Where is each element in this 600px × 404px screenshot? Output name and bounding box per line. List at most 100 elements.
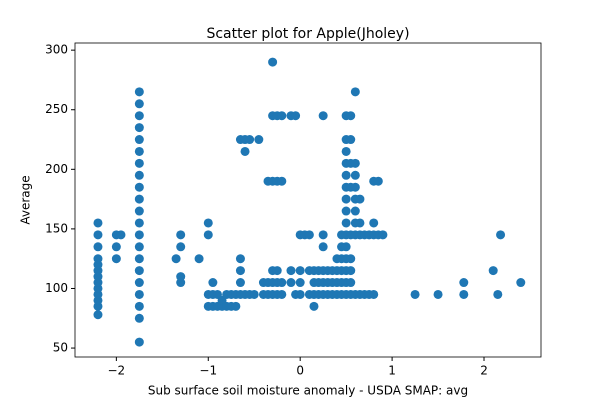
point [355,218,365,228]
point [341,218,351,228]
x-axis-label: Sub surface soil moisture anomaly - USDA… [148,384,468,398]
chart-title: Scatter plot for Apple(Jholey) [206,26,409,42]
point [134,158,144,168]
point [93,310,103,320]
point [410,289,420,299]
point [249,289,259,299]
point [378,230,388,240]
x-tick-label: 1 [388,364,396,378]
point [346,135,356,145]
point [134,266,144,276]
point [116,230,126,240]
point [304,230,314,240]
point [134,194,144,204]
point [93,242,103,252]
point [318,111,328,121]
point [350,170,360,180]
point [134,135,144,145]
point [134,230,144,240]
point [134,206,144,216]
point [194,254,204,264]
point [341,242,351,252]
point [286,278,296,288]
y-tick-label: 100 [45,281,68,295]
point [286,266,296,276]
point [373,176,383,186]
point [134,111,144,121]
point [277,278,287,288]
point [111,254,121,264]
point [134,242,144,252]
point [346,254,356,264]
point [459,289,469,299]
x-tick-label: 0 [296,364,304,378]
point [254,135,264,145]
point [496,230,506,240]
point [350,87,360,97]
point [134,254,144,264]
point [346,266,356,276]
point [176,272,186,282]
point [369,218,379,228]
point [341,194,351,204]
point [433,289,443,299]
point [295,289,305,299]
point [134,87,144,97]
y-tick-label: 150 [45,221,68,235]
point [350,206,360,216]
point [134,123,144,133]
point [176,230,186,240]
y-tick-label: 50 [53,341,68,355]
plot-frame [74,42,542,358]
point [341,170,351,180]
point [176,242,186,252]
point [203,218,213,228]
point [134,337,144,347]
point [346,111,356,121]
point [231,301,241,311]
point [291,111,301,121]
point [235,266,245,276]
point [493,289,503,299]
point [134,182,144,192]
y-tick-label: 200 [45,162,68,176]
x-tick-label: −2 [108,364,126,378]
point [277,111,287,121]
point [134,218,144,228]
point [134,99,144,109]
point [488,266,498,276]
y-axis-label: Average [19,175,33,224]
point [295,266,305,276]
point [369,289,379,299]
point [134,278,144,288]
point [350,158,360,168]
point [171,254,181,264]
point [268,57,278,67]
point [355,194,365,204]
point [341,206,351,216]
point [240,146,250,156]
point [516,278,526,288]
point [235,278,245,288]
point [93,218,103,228]
point [134,289,144,299]
point [203,230,213,240]
point [111,242,121,252]
point [134,170,144,180]
point [93,230,103,240]
point [318,230,328,240]
point [295,278,305,288]
point [459,278,469,288]
point [208,278,218,288]
point [346,278,356,288]
point [235,254,245,264]
point [277,176,287,186]
point [272,266,282,276]
point [341,146,351,156]
y-tick-label: 250 [45,102,68,116]
point [93,254,103,264]
point [277,289,287,299]
point [350,182,360,192]
